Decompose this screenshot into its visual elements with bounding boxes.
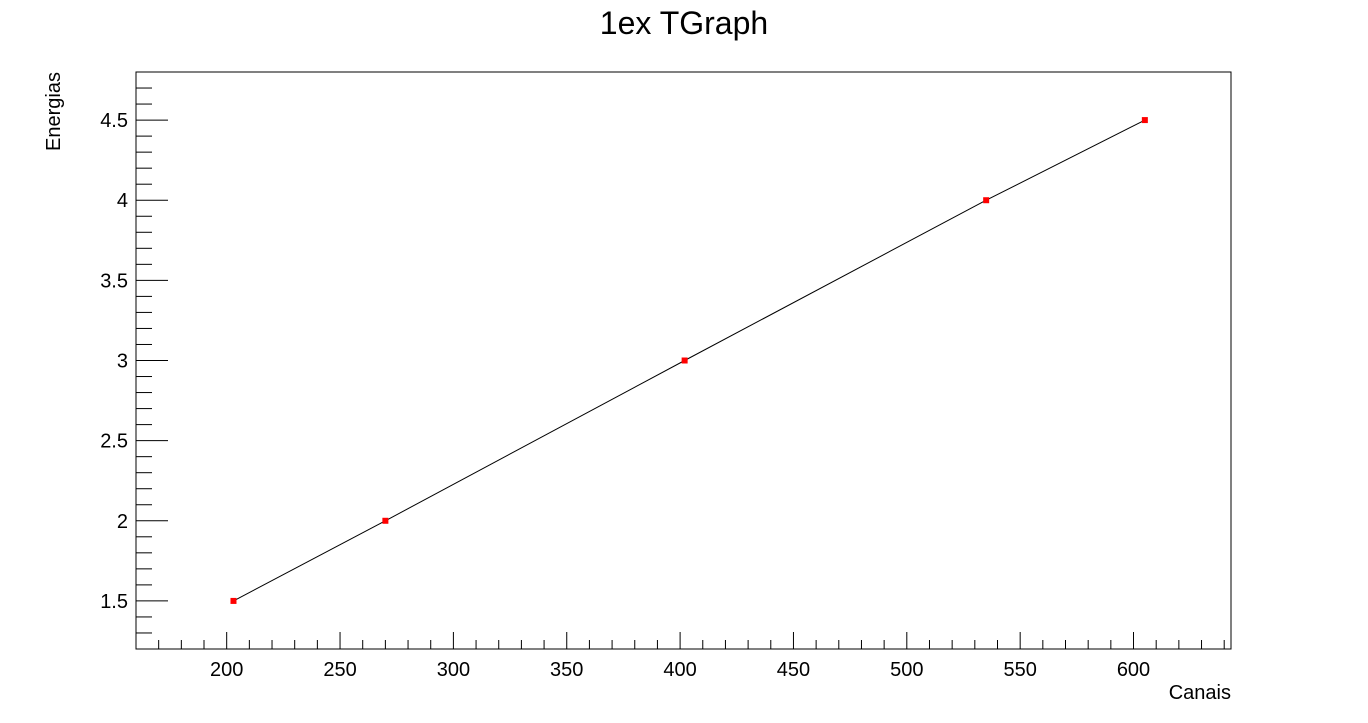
data-point [983,197,990,204]
x-tick-label: 600 [1117,659,1150,681]
x-tick-label: 550 [1003,659,1036,681]
y-tick-label: 4 [117,190,128,212]
data-point [681,357,688,364]
y-axis: 1.5 2 2.5 3 3.5 4 4.5 [100,71,168,650]
series-line [233,119,1146,602]
x-tick-label: 200 [210,659,243,681]
x-tick-label: 500 [890,659,923,681]
data-point [382,517,389,524]
x-tick-label: 250 [323,659,356,681]
y-tick-label: 3 [117,351,128,373]
x-tick-label: 450 [777,659,810,681]
y-tick-label: 1.5 [100,591,128,613]
y-tick-label: 4.5 [100,110,128,132]
x-tick-label: 350 [550,659,583,681]
chart-title: 1ex TGraph [600,5,768,41]
data-point [230,597,237,604]
series-group [230,117,1148,604]
data-point [1141,117,1148,124]
x-axis-label: Canais [1169,682,1231,704]
y-tick-label: 3.5 [100,270,128,292]
x-tick-label: 400 [663,659,696,681]
y-axis-label: Energias [43,72,65,151]
y-tick-label: 2 [117,511,128,533]
y-tick-label: 2.5 [100,431,128,453]
x-axis: 200 250 300 350 400 450 500 550 600 [135,632,1225,681]
x-tick-label: 300 [437,659,470,681]
